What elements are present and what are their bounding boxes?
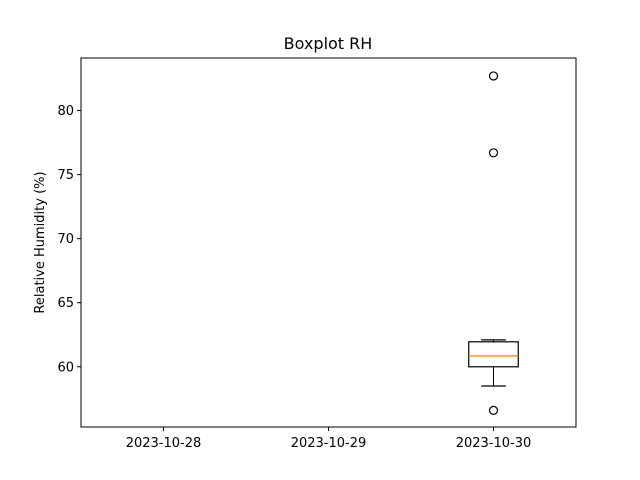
x-tick-label: 2023-10-28 bbox=[126, 436, 202, 451]
outlier-point bbox=[488, 405, 499, 415]
box-iqr bbox=[468, 341, 519, 368]
x-tick-label: 2023-10-30 bbox=[456, 436, 532, 451]
outlier-point bbox=[488, 148, 499, 158]
y-axis-label: Relative Humidity (%) bbox=[33, 171, 48, 313]
x-tick-label: 2023-10-29 bbox=[291, 436, 367, 451]
y-tick-label: 70 bbox=[57, 232, 74, 247]
ticks-group: 60 65 70 75 80 2023-10-28 2023-10-29 2023-10-30 bbox=[57, 104, 531, 451]
chart-title: Boxplot RH bbox=[284, 34, 373, 53]
y-tick-label: 80 bbox=[57, 104, 74, 119]
y-tick-label: 75 bbox=[57, 168, 74, 183]
outlier-point bbox=[488, 71, 499, 81]
y-tick-label: 65 bbox=[57, 296, 74, 311]
plot-frame bbox=[80, 57, 577, 428]
y-tick-label: 60 bbox=[57, 360, 74, 375]
boxes-group bbox=[468, 71, 519, 415]
